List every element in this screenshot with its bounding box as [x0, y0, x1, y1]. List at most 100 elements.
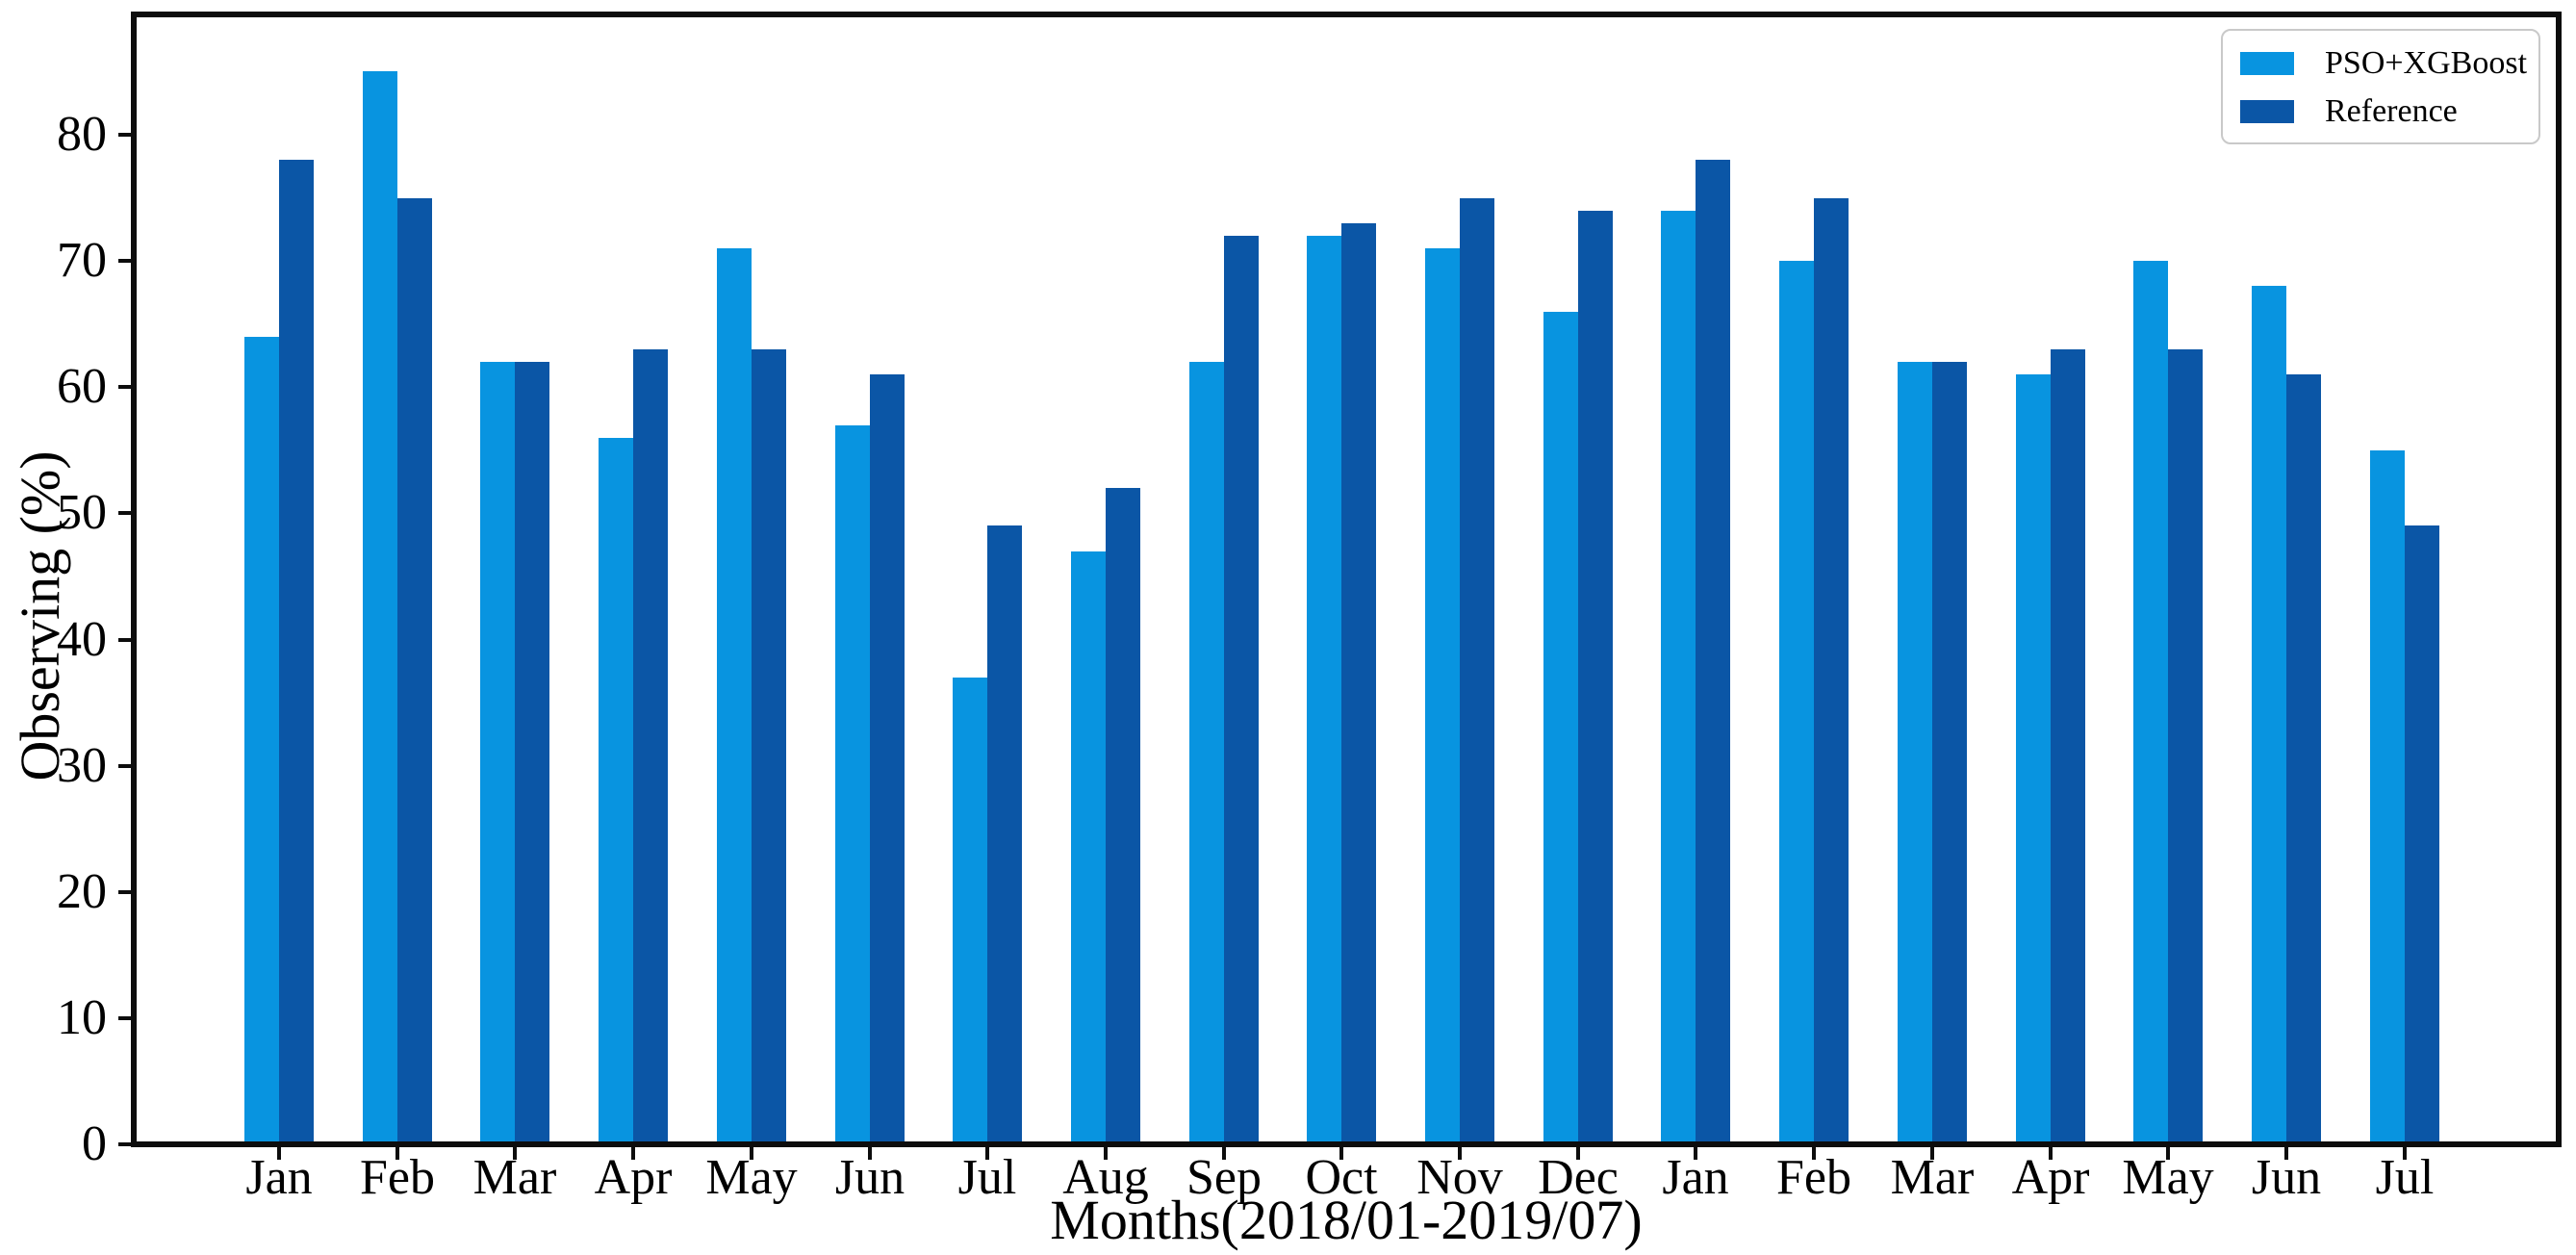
y-tick-mark: [118, 764, 131, 768]
legend: PSO+XGBoost Reference: [2221, 29, 2540, 144]
plot-inner: [137, 17, 2556, 1141]
x-tick-mark: [1104, 1147, 1108, 1160]
y-tick-mark: [118, 638, 131, 642]
bar-pso-xgboost: [1898, 362, 1932, 1141]
bar-pso-xgboost: [480, 362, 515, 1141]
bar-pso-xgboost: [1307, 236, 1341, 1141]
x-tick-mark: [1576, 1147, 1580, 1160]
y-tick-label: 40: [57, 612, 107, 667]
bar-reference: [2286, 374, 2321, 1141]
y-tick-label: 20: [57, 864, 107, 919]
bar-group-jul-6: [953, 17, 1022, 1141]
x-tick-mark: [1930, 1147, 1934, 1160]
y-tick-mark: [118, 1016, 131, 1020]
x-tick-label: May: [2122, 1150, 2214, 1205]
bar-pso-xgboost: [835, 425, 870, 1141]
bar-reference: [2051, 349, 2085, 1141]
x-axis-title: Months(2018/01-2019/07): [1050, 1189, 1643, 1251]
bar-group-feb-13: [1779, 17, 1849, 1141]
legend-swatch-pso-xgboost: [2240, 52, 2294, 75]
legend-item-reference: Reference: [2240, 94, 2521, 129]
y-tick-mark: [118, 385, 131, 389]
x-tick-label: Jun: [2251, 1150, 2322, 1205]
bar-group-aug-7: [1071, 17, 1140, 1141]
bar-reference: [1106, 488, 1140, 1141]
x-tick-label: Apr: [594, 1150, 673, 1205]
bar-group-apr-3: [599, 17, 668, 1141]
x-tick-label: Nov: [1416, 1150, 1503, 1205]
y-tick-label: 60: [57, 359, 107, 414]
y-tick-label: 50: [57, 485, 107, 540]
bar-reference: [1814, 198, 1849, 1141]
x-tick-mark: [2049, 1147, 2053, 1160]
x-tick-label: Mar: [472, 1150, 557, 1205]
x-tick-mark: [1222, 1147, 1226, 1160]
x-tick-mark: [1694, 1147, 1697, 1160]
legend-label-pso-xgboost: PSO+XGBoost: [2325, 45, 2528, 81]
y-tick-mark: [118, 511, 131, 515]
bar-reference: [2168, 349, 2203, 1141]
bar-reference: [1932, 362, 1967, 1141]
y-tick-label: 10: [57, 990, 107, 1045]
bar-reference: [515, 362, 549, 1141]
bar-reference: [987, 525, 1022, 1141]
bar-pso-xgboost: [244, 337, 279, 1141]
bar-reference: [397, 198, 432, 1141]
bar-pso-xgboost: [2016, 374, 2051, 1141]
bar-group-feb-1: [363, 17, 432, 1141]
x-tick-label: Sep: [1186, 1150, 1262, 1205]
y-tick-mark: [118, 259, 131, 263]
bar-group-jun-17: [2252, 17, 2321, 1141]
bar-reference: [1224, 236, 1259, 1141]
bar-pso-xgboost: [363, 71, 397, 1141]
x-tick-mark: [985, 1147, 989, 1160]
x-tick-mark: [2403, 1147, 2407, 1160]
bar-reference: [2405, 525, 2439, 1141]
bar-group-jun-5: [835, 17, 905, 1141]
bar-pso-xgboost: [1543, 312, 1578, 1141]
bar-group-nov-10: [1425, 17, 1494, 1141]
bar-group-may-4: [717, 17, 786, 1141]
plot-area: [131, 12, 2562, 1147]
x-tick-label: Jul: [957, 1150, 1017, 1205]
bar-reference: [279, 160, 314, 1141]
x-tick-mark: [631, 1147, 635, 1160]
bar-group-jan-0: [244, 17, 314, 1141]
bar-group-jul-18: [2370, 17, 2439, 1141]
legend-label-reference: Reference: [2325, 93, 2458, 129]
bar-pso-xgboost: [1779, 261, 1814, 1141]
bar-group-mar-14: [1898, 17, 1967, 1141]
bar-group-dec-11: [1543, 17, 1613, 1141]
bar-group-jan-12: [1661, 17, 1730, 1141]
bar-pso-xgboost: [1425, 248, 1460, 1141]
x-tick-label: Dec: [1538, 1150, 1619, 1205]
y-tick-label: 80: [57, 107, 107, 162]
bar-group-mar-2: [480, 17, 549, 1141]
bar-reference: [1696, 160, 1730, 1141]
bar-pso-xgboost: [953, 678, 987, 1141]
bar-pso-xgboost: [717, 248, 752, 1141]
x-tick-mark: [750, 1147, 753, 1160]
bar-reference: [752, 349, 786, 1141]
x-tick-label: Jan: [245, 1150, 313, 1205]
legend-swatch-reference: [2240, 100, 2294, 123]
bar-pso-xgboost: [2133, 261, 2168, 1141]
x-tick-mark: [2284, 1147, 2288, 1160]
y-tick-mark: [118, 133, 131, 137]
y-tick-mark: [118, 1142, 131, 1146]
bar-pso-xgboost: [1661, 211, 1696, 1141]
y-tick-mark: [118, 890, 131, 894]
x-tick-mark: [2166, 1147, 2170, 1160]
y-tick-label: 70: [57, 233, 107, 288]
x-tick-mark: [277, 1147, 281, 1160]
x-tick-mark: [1458, 1147, 1462, 1160]
x-tick-label: Mar: [1890, 1150, 1975, 1205]
bar-group-may-16: [2133, 17, 2203, 1141]
bar-group-sep-8: [1189, 17, 1259, 1141]
x-tick-label: Aug: [1062, 1150, 1149, 1205]
x-tick-label: Jun: [834, 1150, 905, 1205]
bar-group-oct-9: [1307, 17, 1376, 1141]
legend-item-pso-xgboost: PSO+XGBoost: [2240, 46, 2527, 81]
x-tick-label: Oct: [1305, 1150, 1378, 1205]
